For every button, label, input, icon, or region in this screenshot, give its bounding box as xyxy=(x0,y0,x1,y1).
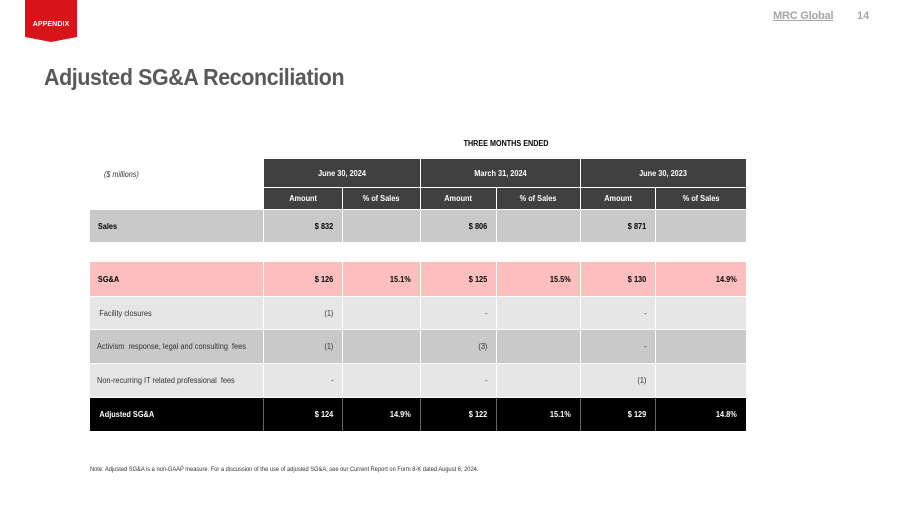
cell-value: (1) xyxy=(264,329,343,363)
cell-value: (3) xyxy=(421,329,497,363)
cell-value xyxy=(656,296,746,329)
row-label-activism-fees: Activism response, legal and consulting … xyxy=(90,329,264,363)
cell-value: - xyxy=(421,296,497,329)
period-header-jun-2023: June 30, 2023 xyxy=(581,159,746,187)
cell-value xyxy=(497,329,581,363)
page-title: Adjusted SG&A Reconciliation xyxy=(44,64,345,90)
cell-value xyxy=(656,363,746,397)
cell-value: 15.5% xyxy=(497,262,581,296)
cell-value: - xyxy=(581,296,656,329)
row-label-sales: Sales xyxy=(90,209,264,242)
cell-value xyxy=(343,296,421,329)
brand-logo: MRC Global xyxy=(773,10,834,22)
row-label-sga: SG&A xyxy=(90,262,264,296)
cell-value: $ 126 xyxy=(264,262,343,296)
cell-value xyxy=(656,329,746,363)
cell-value: $ 129 xyxy=(581,397,656,431)
units-label: ($ millions) xyxy=(104,170,139,179)
subheader-pct-sales: % of Sales xyxy=(343,187,421,209)
cell-value xyxy=(497,296,581,329)
cell-value xyxy=(497,363,581,397)
period-header-mar-2024: March 31, 2024 xyxy=(421,159,581,187)
period-label: THREE MONTHS ENDED xyxy=(463,139,549,148)
cell-value: $ 130 xyxy=(581,262,656,296)
cell-value: $ 122 xyxy=(421,397,497,431)
cell-value xyxy=(343,329,421,363)
cell-value: 14.9% xyxy=(656,262,746,296)
cell-value xyxy=(343,209,421,242)
subheader-pct-sales: % of Sales xyxy=(656,187,746,209)
cell-value: (1) xyxy=(264,296,343,329)
subheader-pct-sales: % of Sales xyxy=(497,187,581,209)
cell-value: 15.1% xyxy=(343,262,421,296)
cell-value: $ 806 xyxy=(421,209,497,242)
cell-value: - xyxy=(264,363,343,397)
appendix-badge-label: APPENDIX xyxy=(32,20,70,28)
cell-value: 14.9% xyxy=(343,397,421,431)
subheader-amount: Amount xyxy=(581,187,656,209)
cell-value: - xyxy=(421,363,497,397)
cell-value: $ 871 xyxy=(581,209,656,242)
cell-value: 15.1% xyxy=(497,397,581,431)
footnote: Note: Adjusted SG&A is a non-GAAP measur… xyxy=(90,466,479,473)
subheader-amount: Amount xyxy=(421,187,497,209)
cell-value xyxy=(497,209,581,242)
cell-value: $ 832 xyxy=(264,209,343,242)
period-header-jun-2024: June 30, 2024 xyxy=(264,159,421,187)
cell-value: $ 125 xyxy=(421,262,497,296)
row-label-adjusted-sga: Adjusted SG&A xyxy=(90,397,264,431)
cell-value xyxy=(656,209,746,242)
appendix-badge: APPENDIX xyxy=(25,0,77,42)
cell-value xyxy=(343,363,421,397)
cell-value: (1) xyxy=(581,363,656,397)
subheader-amount: Amount xyxy=(264,187,343,209)
cell-value: $ 124 xyxy=(264,397,343,431)
row-label-it-professional-fees: Non-recurring IT related professional fe… xyxy=(90,363,264,397)
row-label-facility-closures: Facility closures xyxy=(90,296,264,329)
cell-value: 14.8% xyxy=(656,397,746,431)
page-number: 14 xyxy=(857,10,870,22)
cell-value: - xyxy=(581,329,656,363)
